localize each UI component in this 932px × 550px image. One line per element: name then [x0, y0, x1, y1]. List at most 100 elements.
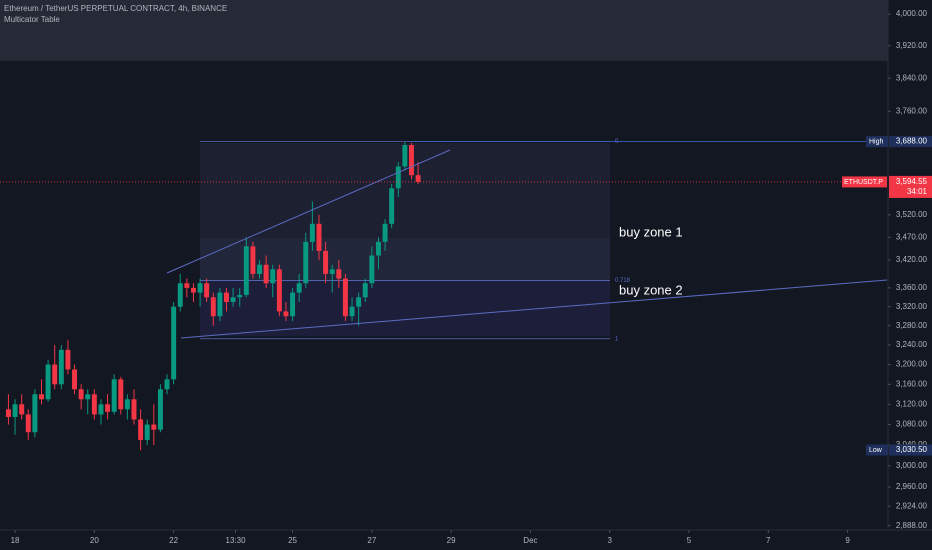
candle-body	[19, 404, 25, 415]
candle-body	[45, 364, 51, 400]
marker-label: High	[869, 138, 884, 145]
trend-lines	[166, 149, 888, 339]
candles	[5, 141, 421, 451]
candle-body	[78, 389, 84, 400]
candle-body	[336, 269, 342, 279]
buy-zone-1-box	[200, 238, 610, 281]
countdown: 34:01	[907, 187, 928, 196]
candle-body	[316, 223, 322, 251]
y-tick-label: 3,320.00	[896, 302, 928, 311]
y-tick-label: 4,000.00	[896, 9, 928, 18]
candle-body	[263, 264, 269, 284]
x-tick-label: 13:30	[226, 536, 247, 545]
candle-body	[270, 269, 276, 284]
candle-body	[395, 166, 401, 189]
price-label-box	[889, 175, 932, 198]
candle-body	[131, 399, 137, 420]
y-tick-label: 2,924.00	[896, 501, 928, 510]
y-tick-label: 3,420.00	[896, 255, 928, 264]
drawings	[200, 143, 610, 336]
candle-body	[124, 399, 130, 410]
candle-body	[362, 283, 368, 298]
wedge-lower-line	[180, 279, 888, 339]
y-tick-label: 3,760.00	[896, 106, 928, 115]
candle-body	[323, 250, 329, 274]
marker-tag	[842, 176, 887, 188]
candle-body	[356, 297, 362, 307]
candle-body	[144, 424, 150, 440]
candle-body	[164, 379, 170, 390]
candle-body	[111, 379, 117, 412]
candle-body	[58, 349, 64, 385]
candle-body	[5, 409, 11, 417]
candle-body	[118, 379, 124, 410]
candle-body	[25, 414, 31, 433]
buy-zone-2-box	[200, 281, 610, 336]
candle-body	[243, 246, 249, 295]
candle-body	[91, 394, 97, 415]
candle-body	[296, 283, 302, 293]
x-tick-label: 20	[90, 536, 99, 545]
candle-body	[217, 292, 223, 317]
candle-body	[151, 424, 157, 430]
candle-body	[276, 269, 282, 312]
y-tick-label: 3,080.00	[896, 420, 928, 429]
y-tick-label: 3,160.00	[896, 379, 928, 388]
annotation: buy zone 2	[619, 282, 683, 297]
candle-body	[12, 404, 18, 417]
y-tick-label: 3,360.00	[896, 283, 928, 292]
marker-label: Low	[869, 447, 883, 454]
candle-body	[65, 349, 71, 370]
y-tick-label: 3,240.00	[896, 340, 928, 349]
candle-body	[230, 297, 236, 302]
candle-body	[223, 292, 229, 302]
annotation: buy zone 1	[619, 224, 683, 239]
candle-body	[237, 294, 243, 298]
candle-body	[105, 404, 111, 412]
candle-body	[197, 283, 203, 293]
marker-label: ETHUSDT.P	[844, 179, 883, 186]
y-tick-label: 3,520.00	[896, 210, 928, 219]
candle-body	[290, 292, 296, 317]
candle-body	[329, 269, 335, 274]
x-tick-label: 29	[447, 536, 456, 545]
candle-body	[389, 188, 395, 224]
candle-body	[177, 283, 183, 307]
candle-body	[32, 394, 38, 433]
candle-body	[39, 394, 44, 400]
y-tick-label: 2,960.00	[896, 482, 928, 491]
y-tick-label: 3,920.00	[896, 41, 928, 50]
candle-body	[309, 223, 315, 242]
candle-body	[375, 241, 381, 256]
candle-body	[52, 364, 58, 385]
chart-title: Ethereum / TetherUS PERPETUAL CONTRACT, …	[4, 4, 227, 13]
candle-body	[184, 283, 190, 288]
candle-body	[171, 306, 177, 380]
y-tick-label: 3,470.00	[896, 232, 928, 241]
y-tick-label: 2,888.00	[896, 521, 928, 530]
x-tick-label: Dec	[523, 536, 537, 545]
candle-body	[349, 306, 355, 317]
x-tick-label: 22	[169, 536, 178, 545]
price-label-value: 3,688.00	[896, 137, 928, 146]
y-tick-label: 3,000.00	[896, 461, 928, 470]
price-label-box	[889, 444, 932, 456]
candle-body	[342, 278, 348, 317]
indicator-name: Multicator Table	[4, 15, 60, 24]
candle-body	[369, 255, 375, 284]
y-tick-label: 3,280.00	[896, 321, 928, 330]
price-label-value: 3,030.50	[896, 445, 928, 454]
fib-label: 0	[615, 139, 619, 145]
candle-body	[257, 264, 263, 274]
candle-body	[138, 419, 144, 440]
candle-body	[190, 287, 196, 293]
price-label-value: 3,594.55	[896, 177, 928, 186]
marker-tag	[866, 444, 888, 456]
candle-body	[85, 394, 91, 400]
y-tick-label: 3,840.00	[896, 73, 928, 82]
x-tick-label: 3	[607, 536, 612, 545]
x-tick-label: 25	[288, 536, 297, 545]
x-tick-label: 27	[367, 536, 376, 545]
candle-body	[382, 223, 388, 242]
